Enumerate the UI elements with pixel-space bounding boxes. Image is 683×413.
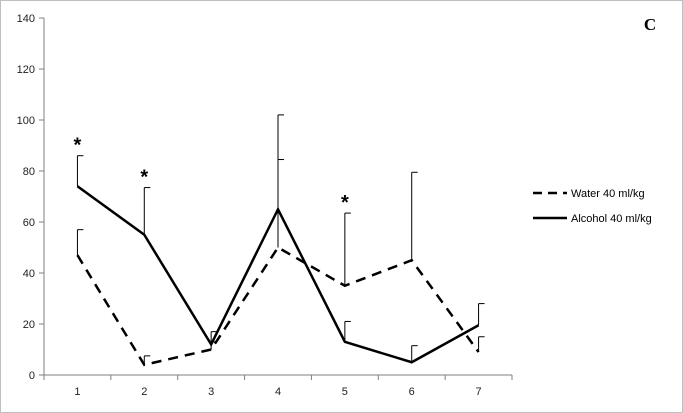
x-tick-label: 5: [342, 386, 348, 398]
x-tick-label: 3: [208, 386, 214, 398]
significance-asterisk: *: [74, 135, 82, 157]
y-tick-label: 140: [17, 13, 35, 25]
panel-letter: C: [644, 15, 656, 34]
legend-label: Alcohol 40 ml/kg: [571, 213, 652, 225]
x-tick-label: 4: [275, 386, 281, 398]
y-tick-label: 40: [23, 268, 35, 280]
y-tick-label: 100: [17, 115, 35, 127]
significance-asterisk: *: [341, 192, 349, 214]
axes: 0 20 40 60 80 100 120 140 1 2 3 4 5 6 7: [17, 13, 513, 398]
legend-label: Water 40 ml/kg: [571, 188, 645, 200]
y-tick-label: 20: [23, 319, 35, 331]
y-tick-label: 0: [29, 370, 35, 382]
x-tick-label: 6: [409, 386, 415, 398]
y-tick-label: 80: [23, 166, 35, 178]
series-line-alcohol: [76, 185, 480, 364]
x-tick-label: 1: [74, 386, 80, 398]
significance-asterisk: *: [140, 167, 148, 189]
y-tick-label: 60: [23, 217, 35, 229]
x-tick-label: 2: [141, 386, 147, 398]
x-tick-label: 7: [476, 386, 482, 398]
legend: Water 40 ml/kg Alcohol 40 ml/kg: [533, 188, 652, 225]
series-line-water: [76, 245, 480, 367]
y-tick-label: 120: [17, 64, 35, 76]
series-lines: [76, 185, 480, 367]
significance-marks: * * *: [74, 135, 349, 214]
